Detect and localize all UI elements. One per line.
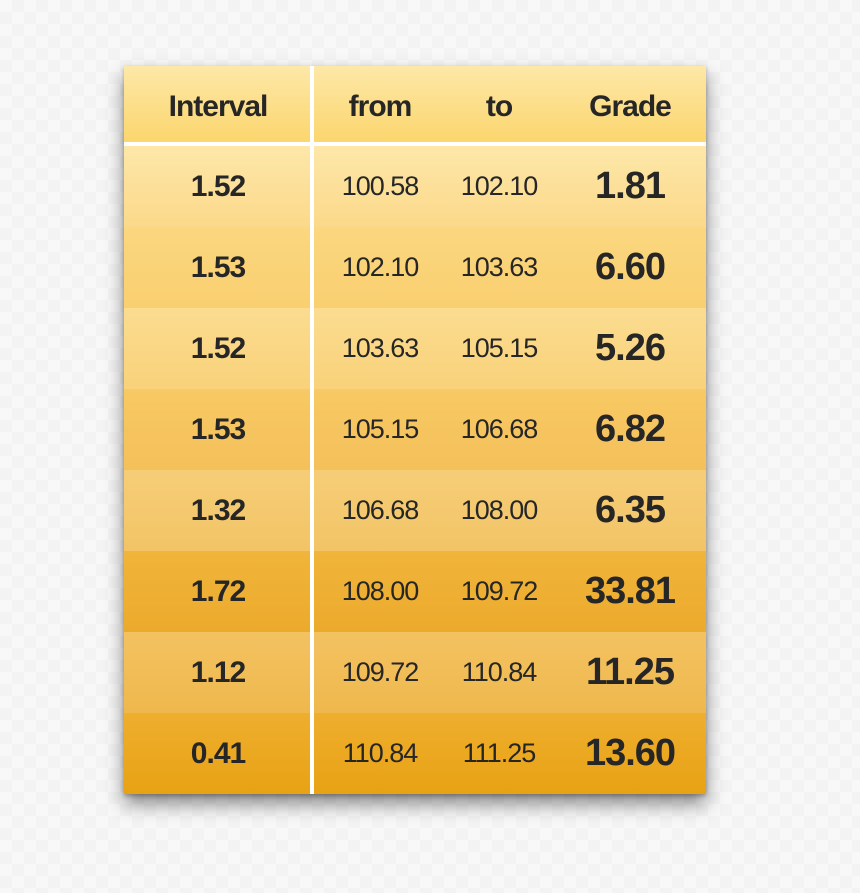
interval-cell: 1.72 bbox=[190, 575, 246, 608]
to-cell: 106.68 bbox=[460, 414, 539, 444]
from-cell: 102.10 bbox=[341, 252, 420, 282]
to-cell: 111.25 bbox=[462, 738, 537, 768]
from-cell: 106.68 bbox=[341, 495, 420, 525]
from-cell: 103.63 bbox=[341, 333, 420, 363]
header-interval: Interval bbox=[168, 90, 269, 123]
interval-cell: 1.52 bbox=[190, 332, 246, 365]
from-cell: 109.72 bbox=[341, 657, 420, 687]
grade-cell: 6.60 bbox=[595, 246, 666, 288]
grade-cell: 11.25 bbox=[586, 651, 675, 693]
grade-cell: 1.81 bbox=[595, 165, 666, 207]
to-cell: 103.63 bbox=[460, 252, 539, 282]
from-cell: 105.15 bbox=[341, 414, 420, 444]
to-cell: 109.72 bbox=[460, 576, 539, 606]
to-cell: 110.84 bbox=[461, 657, 538, 687]
table-row: 0.41 110.84 111.25 13.60 bbox=[124, 713, 706, 794]
header-from: from bbox=[348, 90, 413, 123]
table-row: 1.52 100.58 102.10 1.81 bbox=[124, 146, 706, 227]
grade-cell: 6.35 bbox=[595, 489, 666, 531]
grade-cell: 33.81 bbox=[584, 570, 676, 612]
interval-cell: 1.53 bbox=[190, 413, 246, 446]
table-row: 1.32 106.68 108.00 6.35 bbox=[124, 470, 706, 551]
from-cell: 100.58 bbox=[341, 171, 420, 201]
interval-cell: 0.41 bbox=[190, 737, 246, 770]
from-cell: 110.84 bbox=[342, 738, 419, 768]
header-to: to bbox=[485, 90, 513, 123]
table-row: 1.52 103.63 105.15 5.26 bbox=[124, 308, 706, 389]
table-row: 1.53 102.10 103.63 6.60 bbox=[124, 227, 706, 308]
to-cell: 108.00 bbox=[460, 495, 539, 525]
grade-cell: 5.26 bbox=[595, 327, 666, 369]
table-header-row: Interval from to Grade bbox=[124, 66, 706, 146]
column-divider bbox=[310, 66, 314, 794]
table-row: 1.53 105.15 106.68 6.82 bbox=[124, 389, 706, 470]
to-cell: 105.15 bbox=[460, 333, 539, 363]
table-row: 1.12 109.72 110.84 11.25 bbox=[124, 632, 706, 713]
interval-cell: 1.12 bbox=[190, 656, 246, 689]
grade-table: Interval from to Grade 1.52 100.58 102.10 1… bbox=[124, 66, 706, 794]
to-cell: 102.10 bbox=[460, 171, 539, 201]
from-cell: 108.00 bbox=[341, 576, 420, 606]
interval-cell: 1.52 bbox=[190, 170, 246, 203]
grade-cell: 13.60 bbox=[584, 732, 676, 774]
interval-cell: 1.32 bbox=[190, 494, 246, 527]
grade-cell: 6.82 bbox=[595, 408, 666, 450]
header-grade: Grade bbox=[589, 90, 672, 123]
interval-cell: 1.53 bbox=[190, 251, 246, 284]
table-row: 1.72 108.00 109.72 33.81 bbox=[124, 551, 706, 632]
